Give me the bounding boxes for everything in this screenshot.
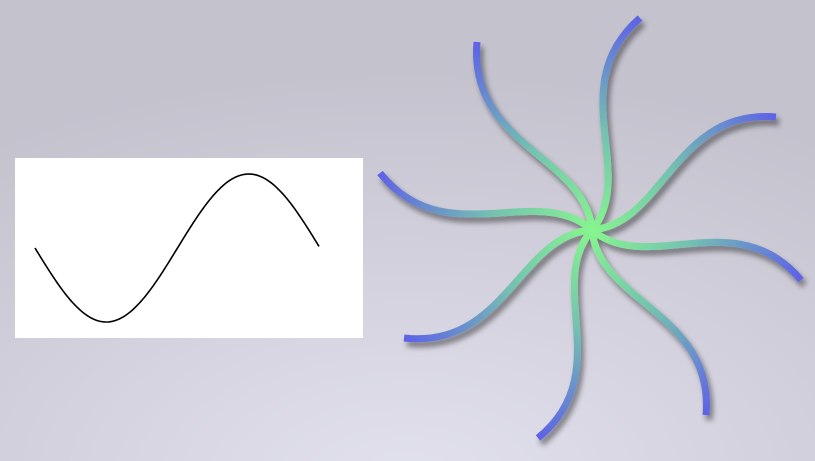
plot-panel	[15, 158, 363, 338]
swirl-arm	[589, 15, 643, 233]
sine-curve	[34, 173, 320, 323]
swirl-arm	[377, 170, 595, 233]
swirl-arm	[535, 227, 595, 441]
swirl-star	[377, 15, 804, 441]
swirl-arm	[403, 226, 593, 343]
swirl-arm	[588, 229, 710, 416]
swirl-arm	[473, 41, 596, 231]
swirl-arm	[589, 227, 804, 283]
swirl-arm	[591, 113, 777, 234]
